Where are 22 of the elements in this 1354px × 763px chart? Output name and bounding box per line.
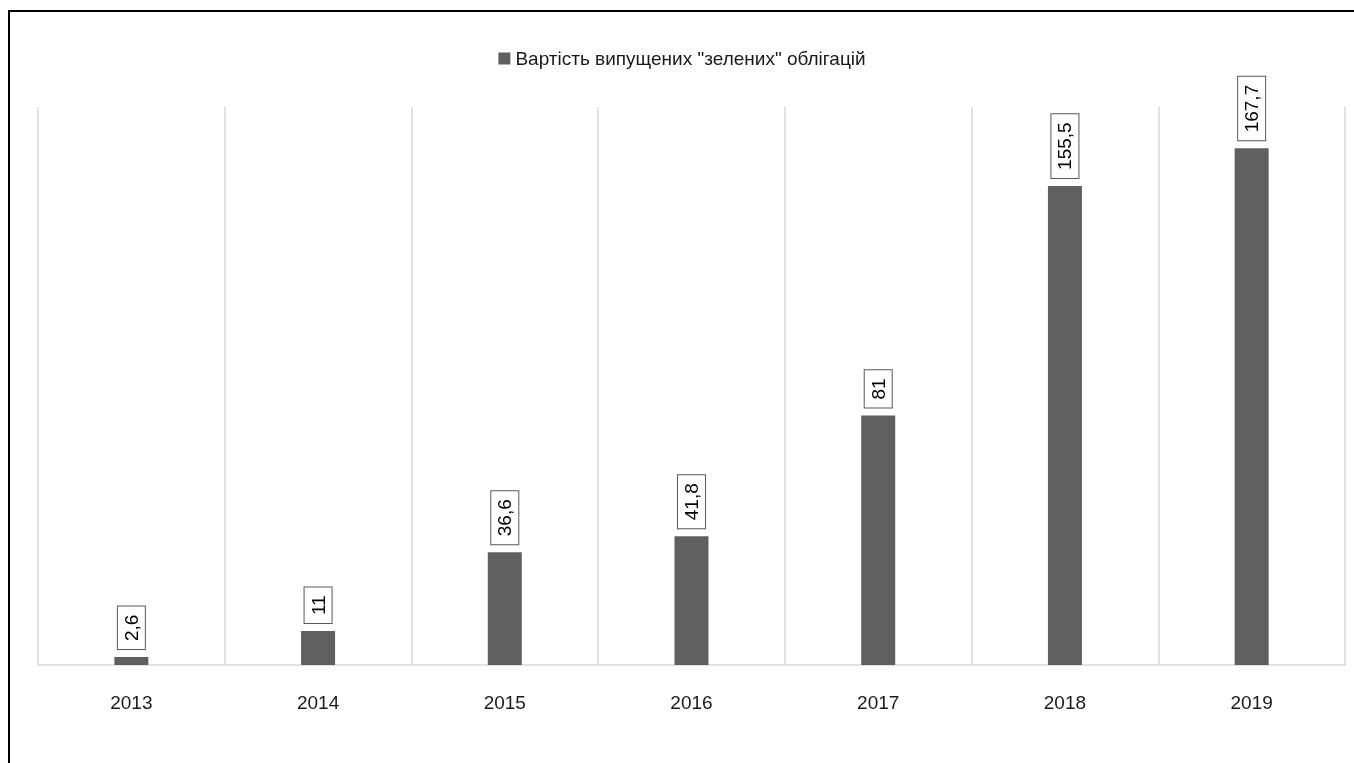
- bar: [301, 631, 336, 665]
- bar: [1047, 185, 1082, 665]
- data-label: 11: [307, 595, 329, 616]
- x-tick-label: 2013: [110, 692, 153, 713]
- x-tick-label: 2016: [670, 692, 713, 713]
- x-tick-label: 2014: [296, 692, 340, 713]
- legend-label: Вартість випущених "зелених" облігацій: [515, 48, 866, 69]
- bar: [1234, 148, 1269, 665]
- data-label: 36,6: [494, 499, 516, 537]
- bar: [487, 552, 522, 665]
- data-label: 41,8: [681, 483, 702, 521]
- bar: [674, 536, 709, 665]
- x-tick-label: 2019: [1230, 692, 1273, 713]
- data-label: 2,6: [120, 614, 142, 641]
- data-label: 155,5: [1054, 122, 1076, 170]
- bar: [861, 415, 896, 665]
- x-tick-label: 2018: [1043, 692, 1087, 713]
- x-tick-label: 2017: [857, 692, 900, 713]
- data-label: 81: [867, 378, 889, 400]
- data-label: 167,7: [1241, 84, 1263, 133]
- x-tick-label: 2015: [483, 692, 526, 713]
- bar: [114, 656, 149, 665]
